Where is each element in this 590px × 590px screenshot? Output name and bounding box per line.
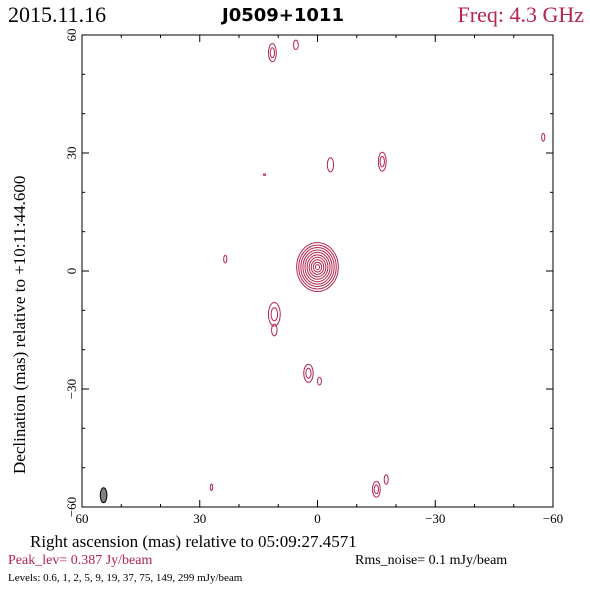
component-contour bbox=[326, 157, 335, 173]
plot-frame bbox=[81, 34, 554, 508]
component-contour bbox=[262, 173, 267, 176]
core-contour bbox=[304, 251, 331, 283]
component-contour bbox=[379, 155, 385, 168]
component-contour bbox=[269, 47, 276, 59]
core-contour bbox=[300, 247, 335, 288]
component-contour bbox=[223, 254, 228, 264]
y-tick-label: 0 bbox=[64, 268, 79, 275]
x-tick-label: −30 bbox=[425, 511, 445, 526]
component-contour bbox=[316, 376, 322, 386]
plot-border bbox=[81, 34, 554, 508]
component-contour bbox=[373, 484, 380, 495]
core-contour bbox=[298, 244, 337, 290]
source-name: J0509+1011 bbox=[222, 5, 344, 26]
x-axis-label: Right ascension (mas) relative to 05:09:… bbox=[30, 532, 357, 551]
component-contour bbox=[267, 301, 281, 327]
component-contour bbox=[293, 39, 299, 51]
core-contour bbox=[308, 256, 327, 278]
peak-level: Peak_lev= 0.387 Jy/beam bbox=[8, 553, 153, 568]
axis-ticks bbox=[81, 34, 554, 508]
contour-levels: Levels: 0.6, 1, 2, 5, 9, 19, 37, 75, 149… bbox=[8, 572, 243, 584]
x-tick-label: 30 bbox=[193, 511, 206, 526]
component-contour bbox=[267, 43, 277, 63]
y-tick-label: −60 bbox=[64, 497, 79, 517]
component-contour bbox=[209, 483, 214, 491]
x-tick-label: 60 bbox=[76, 511, 89, 526]
y-axis-label: Declination (mas) relative to +10:11:44.… bbox=[10, 175, 29, 474]
rms-noise: Rms_noise= 0.1 mJy/beam bbox=[355, 553, 508, 568]
x-tick-label: 0 bbox=[314, 511, 321, 526]
beam-layer bbox=[99, 487, 108, 504]
core-contour bbox=[302, 249, 333, 285]
core-contour bbox=[312, 261, 323, 273]
restoring-beam bbox=[99, 487, 108, 504]
y-tick-label: −30 bbox=[64, 379, 79, 399]
component-contour bbox=[271, 323, 278, 337]
component-contour bbox=[303, 363, 314, 383]
core-contour bbox=[310, 259, 325, 275]
component-contour bbox=[377, 151, 387, 172]
core-contour bbox=[296, 242, 339, 292]
component-contour bbox=[541, 132, 546, 142]
y-tick-label: 60 bbox=[64, 29, 79, 42]
observation-date: 2015.11.16 bbox=[8, 2, 107, 27]
frequency-label: Freq: 4.3 GHz bbox=[457, 2, 584, 27]
core-contour bbox=[306, 254, 329, 280]
component-contour bbox=[270, 307, 279, 322]
component-contour bbox=[371, 480, 381, 498]
contour-layer bbox=[209, 39, 546, 498]
component-contour bbox=[383, 474, 389, 485]
component-contour bbox=[305, 367, 312, 379]
y-tick-label: 30 bbox=[64, 147, 79, 160]
core-contour bbox=[314, 264, 321, 271]
x-tick-label: −60 bbox=[543, 511, 563, 526]
